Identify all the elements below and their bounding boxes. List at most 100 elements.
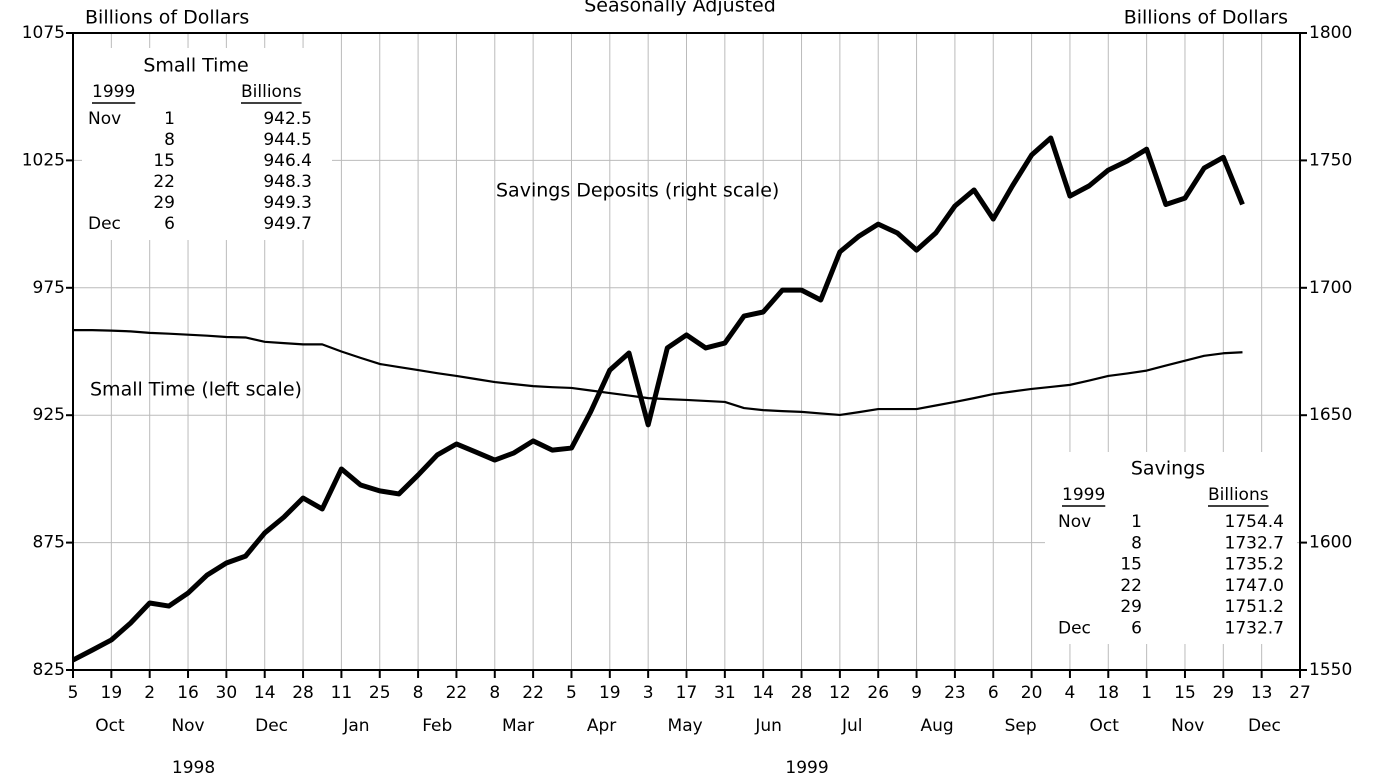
inset-title: Small Time (143, 55, 248, 77)
inset-table: Small Time 1999 Billions Nov 1 942.5 8 944.5 15 9… (82, 48, 332, 240)
x-month-label: Dec (255, 716, 288, 736)
x-month-label: Nov (171, 716, 204, 736)
inset-value: 948.3 (263, 172, 312, 192)
inset-value: 942.5 (263, 109, 312, 129)
inset-day: 6 (164, 214, 175, 234)
x-tick-label: 1 (1141, 683, 1152, 703)
x-month-label: Jul (841, 716, 863, 736)
inset-header: Billions (241, 82, 302, 102)
x-tick-label: 2 (144, 683, 155, 703)
x-tick-label: 14 (254, 683, 276, 703)
y-tick-label: 975 (33, 278, 65, 298)
x-tick-label: 4 (1065, 683, 1076, 703)
x-tick-label: 16 (177, 683, 199, 703)
x-tick-label: 23 (944, 683, 966, 703)
x-tick-label: 8 (489, 683, 500, 703)
y2-axis-title: Billions of Dollars (1124, 7, 1288, 29)
inset-table: Savings 1999 Billions Nov 1 1754.4 8 1732.7 15 17… (1045, 452, 1297, 644)
inset-month: Nov (88, 109, 121, 129)
inset-day: 6 (1131, 619, 1142, 639)
inset-day: 22 (153, 172, 175, 192)
inset-background (82, 48, 332, 240)
inset-day: 29 (1120, 597, 1142, 617)
inset-day: 29 (153, 193, 175, 213)
x-tick-label: 15 (1174, 683, 1196, 703)
x-month-label: Jan (342, 716, 369, 736)
inset-day: 15 (1120, 555, 1142, 575)
x-month-label: Oct (1089, 716, 1119, 736)
y2-tick-label: 1750 (1309, 150, 1352, 170)
inset-month: Dec (1058, 619, 1091, 639)
inset-header: 1999 (92, 82, 135, 102)
x-month-label: Sep (1005, 716, 1037, 736)
x-month-label: Mar (502, 716, 534, 736)
x-tick-label: 13 (1251, 683, 1273, 703)
x-tick-label: 6 (988, 683, 999, 703)
x-tick-label: 19 (599, 683, 621, 703)
y2-tick-label: 1800 (1309, 23, 1352, 43)
x-tick-label: 19 (101, 683, 123, 703)
inset-header: Billions (1208, 485, 1269, 505)
plot-frame (72, 32, 1301, 671)
x-month-label: Nov (1171, 716, 1204, 736)
inset-day: 1 (1131, 512, 1142, 532)
x-tick-label: 5 (566, 683, 577, 703)
x-tick-label: 11 (331, 683, 353, 703)
inset-value: 949.3 (263, 193, 312, 213)
x-tick-label: 22 (522, 683, 544, 703)
x-month-label: Aug (921, 716, 954, 736)
inset-value: 946.4 (263, 151, 312, 171)
x-tick-label: 31 (714, 683, 736, 703)
annotation: Small Time (left scale) (90, 379, 302, 401)
x-month-label: Feb (422, 716, 452, 736)
inset-day: 1 (164, 109, 175, 129)
x-tick-label: 9 (911, 683, 922, 703)
x-tick-label: 8 (413, 683, 424, 703)
inset-header: 1999 (1062, 485, 1105, 505)
x-tick-label: 14 (752, 683, 774, 703)
inset-day: 8 (164, 130, 175, 150)
chart-subtitle: Seasonally Adjusted (584, 0, 776, 17)
x-tick-label: 28 (791, 683, 813, 703)
x-tick-label: 17 (676, 683, 698, 703)
y-tick-label: 1025 (22, 150, 65, 170)
inset-day: 22 (1120, 576, 1142, 596)
inset-value: 1732.7 (1225, 533, 1284, 553)
inset-value: 1751.2 (1225, 597, 1284, 617)
y-tick-label: 875 (33, 533, 65, 553)
x-tick-label: 27 (1289, 683, 1311, 703)
series-line (71, 135, 1245, 663)
x-month-label: Oct (95, 716, 125, 736)
y-tick-label: 825 (33, 660, 65, 680)
inset-month: Nov (1058, 512, 1091, 532)
series-line (73, 328, 1243, 417)
x-month-label: May (668, 716, 703, 736)
inset-value: 1732.7 (1225, 619, 1284, 639)
inset-day: 15 (153, 151, 175, 171)
y2-tick-label: 1650 (1309, 405, 1352, 425)
x-tick-label: 12 (829, 683, 851, 703)
inset-value: 949.7 (263, 214, 312, 234)
y2-tick-label: 1550 (1309, 660, 1352, 680)
y2-tick-label: 1700 (1309, 278, 1352, 298)
inset-value: 1747.0 (1225, 576, 1284, 596)
inset-title: Savings (1131, 458, 1205, 480)
x-tick-label: 3 (643, 683, 654, 703)
inset-day: 8 (1131, 533, 1142, 553)
y2-tick-label: 1600 (1309, 533, 1352, 553)
inset-value: 1754.4 (1225, 512, 1284, 532)
x-month-label: Jun (754, 716, 782, 736)
annotation: Savings Deposits (right scale) (496, 180, 779, 202)
x-tick-label: 26 (867, 683, 889, 703)
x-tick-label: 5 (68, 683, 79, 703)
x-tick-label: 29 (1212, 683, 1234, 703)
y-tick-label: 925 (33, 405, 65, 425)
inset-background (1045, 452, 1297, 644)
x-tick-label: 28 (292, 683, 314, 703)
inset-value: 944.5 (263, 130, 312, 150)
x-year-label: 1999 (785, 758, 828, 778)
y-axis-title: Billions of Dollars (85, 7, 249, 29)
x-tick-label: 18 (1097, 683, 1119, 703)
x-tick-label: 25 (369, 683, 391, 703)
